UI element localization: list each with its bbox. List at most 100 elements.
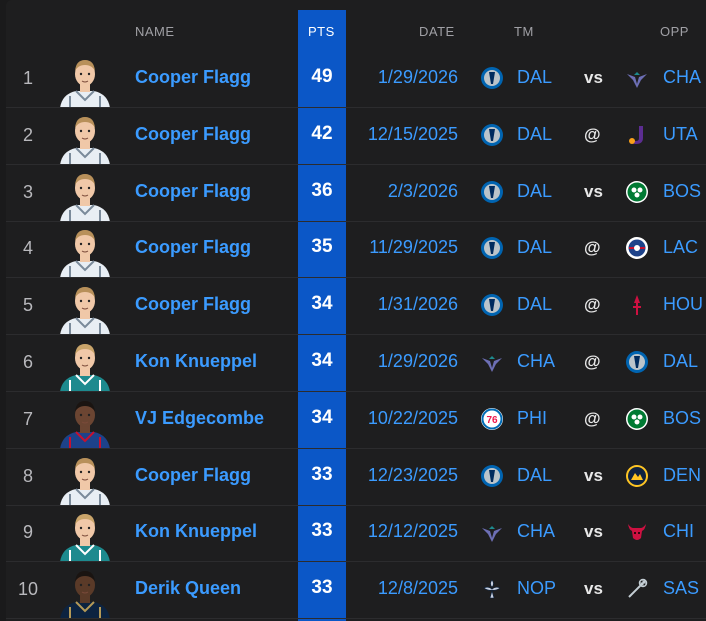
- opponent-link[interactable]: CHI: [663, 521, 694, 542]
- table-row[interactable]: 10 Derik Queen 33 12/8/2025 NOP vs SAS: [6, 563, 706, 620]
- opponent-link[interactable]: DEN: [663, 464, 702, 485]
- player-name-link[interactable]: VJ Edgecombe: [135, 407, 265, 428]
- game-date-link[interactable]: 1/31/2026: [377, 294, 458, 315]
- home-away-indicator: vs: [584, 579, 603, 599]
- header-pts[interactable]: PTS: [308, 24, 335, 39]
- player-avatar[interactable]: [56, 567, 114, 620]
- table-row[interactable]: 5 Cooper Flagg 34 1/31/2026 DAL @ HOU: [6, 279, 706, 336]
- header-name[interactable]: NAME: [135, 24, 175, 39]
- team-link[interactable]: DAL: [517, 180, 553, 201]
- game-date-link[interactable]: 10/22/2025: [367, 407, 458, 428]
- game-date-link[interactable]: 12/23/2025: [367, 464, 458, 485]
- team-link[interactable]: CHA: [517, 521, 556, 542]
- opponent-link[interactable]: DAL: [663, 351, 699, 371]
- jazz-opponent-logo-icon: [625, 123, 649, 147]
- header-opp[interactable]: OPP: [660, 24, 689, 39]
- points-cell: 34: [311, 350, 333, 371]
- hornets-team-logo-icon: [480, 350, 504, 374]
- table-row[interactable]: 7 VJ Edgecombe 34 10/22/2025 76 PHI @ BO…: [6, 393, 706, 449]
- player-avatar[interactable]: [56, 340, 114, 392]
- points-cell: 36: [311, 179, 333, 201]
- leaderboard-table: NAME PTS DATE TM OPP 1 Cooper Flagg 49 1…: [6, 0, 706, 621]
- team-link[interactable]: DAL: [517, 123, 553, 144]
- player-avatar[interactable]: [56, 56, 114, 108]
- table-row[interactable]: 2 Cooper Flagg 42 12/15/2025 DAL @ UTA: [6, 109, 706, 165]
- opponent-link[interactable]: HOU: [663, 294, 703, 315]
- table-row[interactable]: 3 Cooper Flagg 36 2/3/2026 DAL vs BOS: [6, 166, 706, 222]
- points-cell: 42: [311, 122, 333, 144]
- table-row[interactable]: 4 Cooper Flagg 35 11/29/2025 DAL @ LAC: [6, 222, 706, 279]
- player-avatar[interactable]: [56, 113, 114, 165]
- celtics-opponent-logo-icon: [625, 407, 649, 431]
- row-divider: [6, 447, 706, 449]
- game-date-link[interactable]: 12/8/2025: [377, 578, 458, 599]
- table-row[interactable]: 1 Cooper Flagg 49 1/29/2026 DAL vs CHA: [6, 52, 706, 108]
- opponent-link[interactable]: BOS: [663, 180, 702, 201]
- rank-cell: 4: [22, 238, 33, 259]
- game-date-link[interactable]: 12/15/2025: [367, 123, 458, 144]
- hornets-opponent-logo-icon: [625, 66, 649, 90]
- team-link[interactable]: DAL: [517, 237, 553, 258]
- player-avatar[interactable]: [56, 170, 114, 222]
- player-avatar[interactable]: [56, 454, 114, 506]
- home-away-indicator: @: [584, 124, 601, 144]
- player-avatar[interactable]: [56, 283, 114, 336]
- player-name-link[interactable]: Kon Knueppel: [135, 351, 257, 371]
- table-header: NAME PTS DATE TM OPP: [6, 0, 706, 62]
- mavericks-team-logo-icon: [480, 236, 504, 260]
- team-link[interactable]: DAL: [517, 464, 553, 485]
- game-date-link[interactable]: 12/12/2025: [367, 521, 458, 542]
- opponent-link[interactable]: BOS: [663, 407, 702, 428]
- rank-cell: 1: [22, 68, 33, 88]
- rank-cell: 9: [22, 522, 33, 543]
- player-name-link[interactable]: Cooper Flagg: [135, 294, 251, 315]
- player-name-link[interactable]: Derik Queen: [135, 578, 242, 599]
- player-avatar[interactable]: [56, 226, 114, 279]
- game-date-link[interactable]: 11/29/2025: [369, 237, 458, 258]
- team-link[interactable]: PHI: [517, 407, 548, 428]
- home-away-indicator: vs: [584, 181, 603, 201]
- rockets-opponent-logo-icon: [625, 293, 649, 317]
- points-cell: 35: [311, 236, 333, 258]
- team-link[interactable]: DAL: [517, 67, 553, 87]
- team-link[interactable]: NOP: [517, 578, 557, 599]
- home-away-indicator: @: [584, 352, 601, 371]
- pelicans-team-logo-icon: [480, 577, 504, 601]
- points-cell: 33: [311, 463, 333, 485]
- opponent-link[interactable]: CHA: [663, 67, 702, 87]
- player-avatar[interactable]: [56, 510, 114, 563]
- header-tm[interactable]: TM: [514, 24, 534, 39]
- points-cell: 33: [311, 520, 333, 542]
- player-name-link[interactable]: Cooper Flagg: [135, 123, 251, 144]
- points-cell: 34: [311, 293, 333, 315]
- table-row[interactable]: 9 Kon Knueppel 33 12/12/2025 CHA vs CHI: [6, 506, 706, 563]
- header-date[interactable]: DATE: [419, 24, 455, 39]
- nuggets-opponent-logo-icon: [625, 464, 649, 488]
- game-date-link[interactable]: 2/3/2026: [387, 180, 458, 201]
- hornets-team-logo-icon: [480, 520, 504, 544]
- table-row[interactable]: 6 Kon Knueppel 34 1/29/2026 CHA @ DAL: [6, 336, 706, 392]
- player-name-link[interactable]: Cooper Flagg: [135, 237, 251, 258]
- opponent-link[interactable]: UTA: [663, 123, 698, 144]
- player-name-link[interactable]: Cooper Flagg: [135, 464, 251, 485]
- rank-cell: 5: [22, 295, 33, 316]
- opponent-link[interactable]: SAS: [663, 578, 700, 599]
- mavericks-team-logo-icon: [480, 464, 504, 488]
- game-date-link[interactable]: 1/29/2026: [377, 351, 458, 371]
- player-name-link[interactable]: Cooper Flagg: [135, 180, 251, 201]
- rank-cell: 8: [22, 465, 33, 486]
- player-name-link[interactable]: Cooper Flagg: [135, 67, 251, 87]
- team-link[interactable]: CHA: [517, 351, 556, 371]
- player-avatar[interactable]: [56, 397, 114, 449]
- row-divider: [6, 107, 706, 108]
- home-away-indicator: @: [584, 238, 601, 258]
- game-date-link[interactable]: 1/29/2026: [377, 67, 458, 87]
- opponent-link[interactable]: LAC: [663, 237, 699, 258]
- row-divider: [6, 277, 706, 279]
- player-name-link[interactable]: Kon Knueppel: [135, 521, 257, 542]
- rank-cell: 2: [22, 124, 33, 145]
- team-link[interactable]: DAL: [517, 294, 553, 315]
- table-row[interactable]: 8 Cooper Flagg 33 12/23/2025 DAL vs DEN: [6, 450, 706, 506]
- row-divider: [6, 163, 706, 165]
- mavericks-team-logo-icon: [480, 123, 504, 147]
